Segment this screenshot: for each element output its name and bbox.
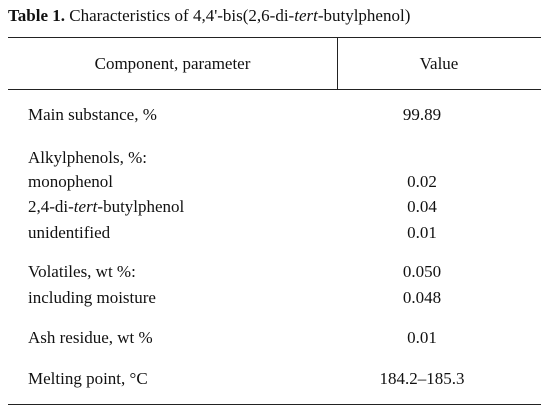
row-label: Main substance, %: [28, 105, 157, 124]
title-text: -butylphenol): [317, 6, 411, 25]
row-label: Ash residue, wt %: [28, 328, 153, 347]
header-rule: [8, 89, 541, 90]
label-part: tert: [73, 197, 98, 216]
top-rule: [8, 37, 541, 38]
label-part: 2,4-di-: [28, 197, 74, 216]
row-value: 0.048: [402, 288, 442, 307]
header-divider: [337, 38, 338, 90]
row-value: 0.01: [407, 328, 437, 347]
row-label: 2,4-di-tert-butylphenol: [28, 197, 184, 217]
row-value: 0.01: [407, 223, 437, 242]
row-value: 0.04: [407, 197, 437, 216]
title-text: tert: [294, 6, 318, 25]
column-header: Component, parameter: [94, 54, 251, 73]
row-label: monophenol: [28, 172, 113, 191]
bottom-rule: [8, 404, 541, 405]
row-label: including moisture: [28, 288, 156, 307]
title-text: Characteristics of 4,4'-bis(2,6-di-: [69, 6, 295, 25]
column-header: Value: [419, 54, 459, 73]
label-part: -butylphenol: [97, 197, 185, 216]
row-label: Melting point, °C: [28, 369, 148, 388]
row-label: unidentified: [28, 223, 111, 242]
row-label: Volatiles, wt %:: [28, 262, 136, 281]
row-value: 0.050: [402, 262, 442, 281]
table-title: Table 1. Characteristics of 4,4'-bis(2,6…: [8, 6, 410, 26]
row-value: 0.02: [407, 172, 437, 191]
row-value: 184.2–185.3: [379, 369, 465, 388]
row-label: Alkylphenols, %:: [28, 148, 147, 167]
row-value: 99.89: [402, 105, 442, 124]
title-label: Table 1.: [8, 6, 66, 25]
